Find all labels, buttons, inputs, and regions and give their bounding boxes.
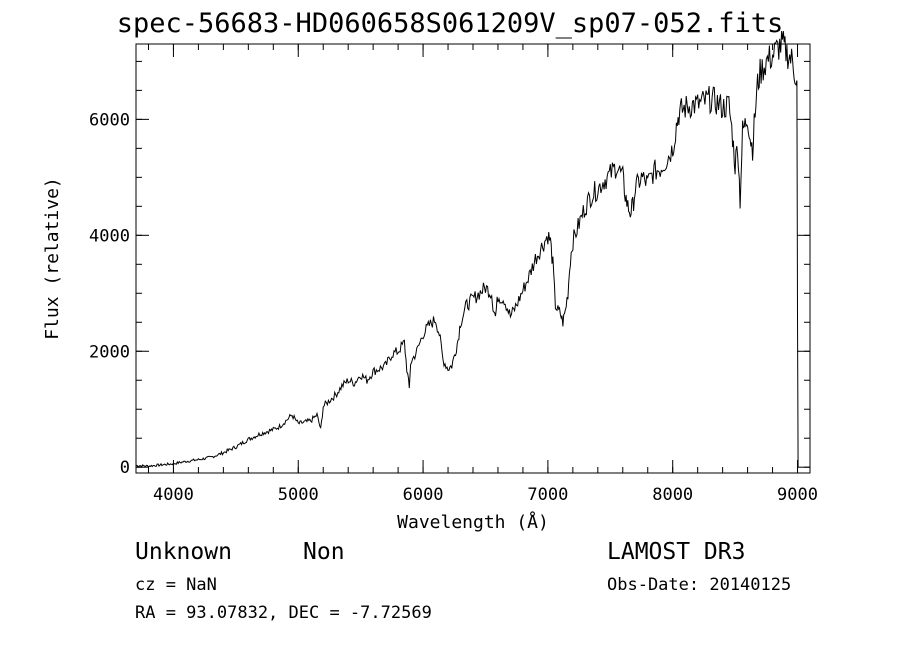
spectrum-line xyxy=(135,30,799,468)
y-tick-label: 0 xyxy=(120,458,130,478)
object-subclass: Non xyxy=(303,539,345,565)
observation-date: Obs-Date: 20140125 xyxy=(607,575,792,595)
x-tick-label: 6000 xyxy=(403,485,444,505)
object-class: Unknown xyxy=(135,539,232,565)
y-tick-label: 6000 xyxy=(89,110,130,130)
x-axis-label: Wavelength (Å) xyxy=(397,511,549,533)
y-tick-label: 2000 xyxy=(89,342,130,362)
y-tick-label: 4000 xyxy=(89,226,130,246)
x-tick-label: 4000 xyxy=(153,485,194,505)
y-axis-label: Flux (relative) xyxy=(42,177,63,340)
x-tick-label: 8000 xyxy=(652,485,693,505)
x-tick-label: 5000 xyxy=(278,485,319,505)
plot-frame xyxy=(135,43,811,474)
plot-title: spec-56683-HD060658S061209V_sp07-052.fit… xyxy=(116,8,784,39)
ra-dec-coordinates: RA = 93.07832, DEC = -7.72569 xyxy=(135,603,432,623)
survey-name: LAMOST DR3 xyxy=(607,539,746,565)
redshift-value: cz = NaN xyxy=(135,575,217,595)
x-tick-label: 7000 xyxy=(527,485,568,505)
x-tick-label: 9000 xyxy=(777,485,818,505)
